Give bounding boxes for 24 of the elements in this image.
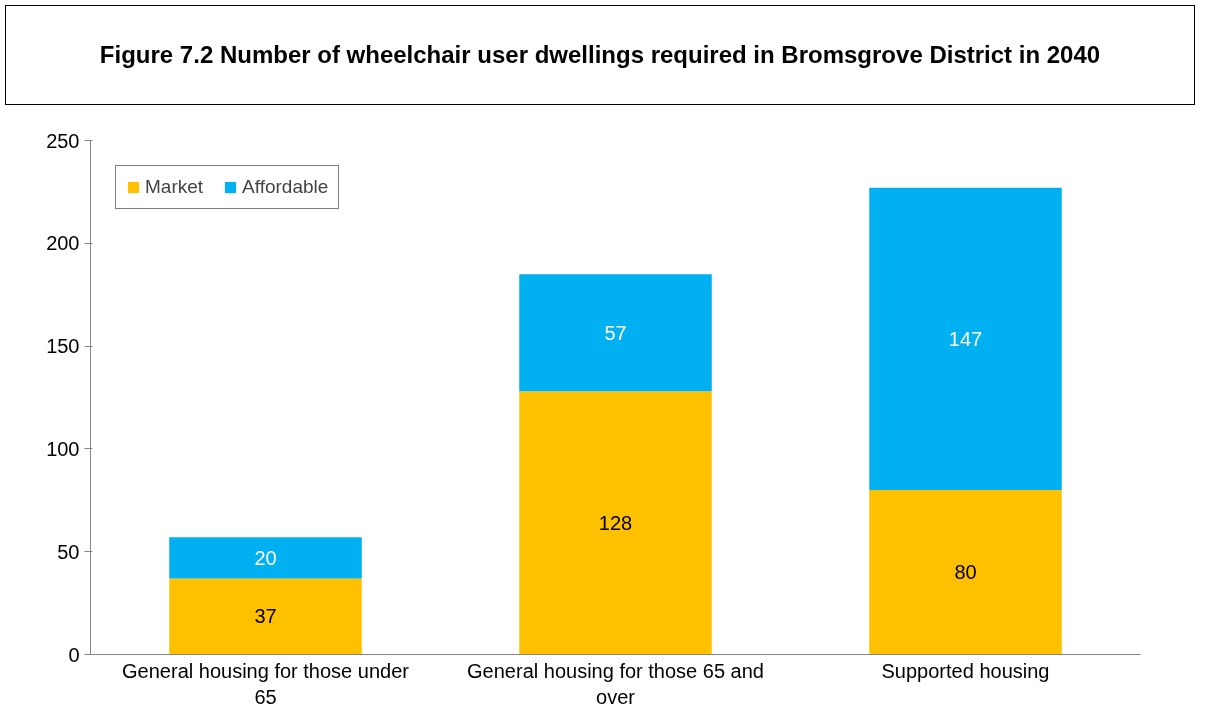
chart-title: Figure 7.2 Number of wheelchair user dwellings required in Bromsgrove District in 2040	[99, 39, 1101, 70]
x-tick-label: General housing for those under 65	[122, 659, 410, 708]
x-tick-label: General housing for those 65 and over	[467, 659, 764, 708]
data-label: 128	[598, 511, 633, 534]
bar	[869, 187, 1062, 491]
bar	[519, 391, 712, 655]
data-label: 80	[954, 561, 977, 584]
bar	[519, 274, 712, 392]
y-tick-label: 100	[46, 437, 80, 460]
y-tick-label: 150	[46, 335, 80, 358]
y-tick-label: 0	[68, 643, 80, 666]
y-tick-label: 250	[46, 129, 80, 152]
y-tick-label: 50	[57, 540, 80, 563]
bar	[869, 490, 1062, 655]
data-label: 20	[254, 546, 277, 569]
data-label: 37	[254, 605, 277, 628]
legend-label: Market	[145, 176, 204, 198]
legend-label: Affordable	[242, 176, 329, 198]
y-tick-label: 200	[46, 232, 80, 255]
bar	[169, 578, 362, 655]
bar	[169, 537, 362, 579]
data-label: 147	[948, 327, 983, 350]
data-label: 57	[604, 321, 627, 344]
x-tick-label: Supported housing	[881, 659, 1050, 682]
